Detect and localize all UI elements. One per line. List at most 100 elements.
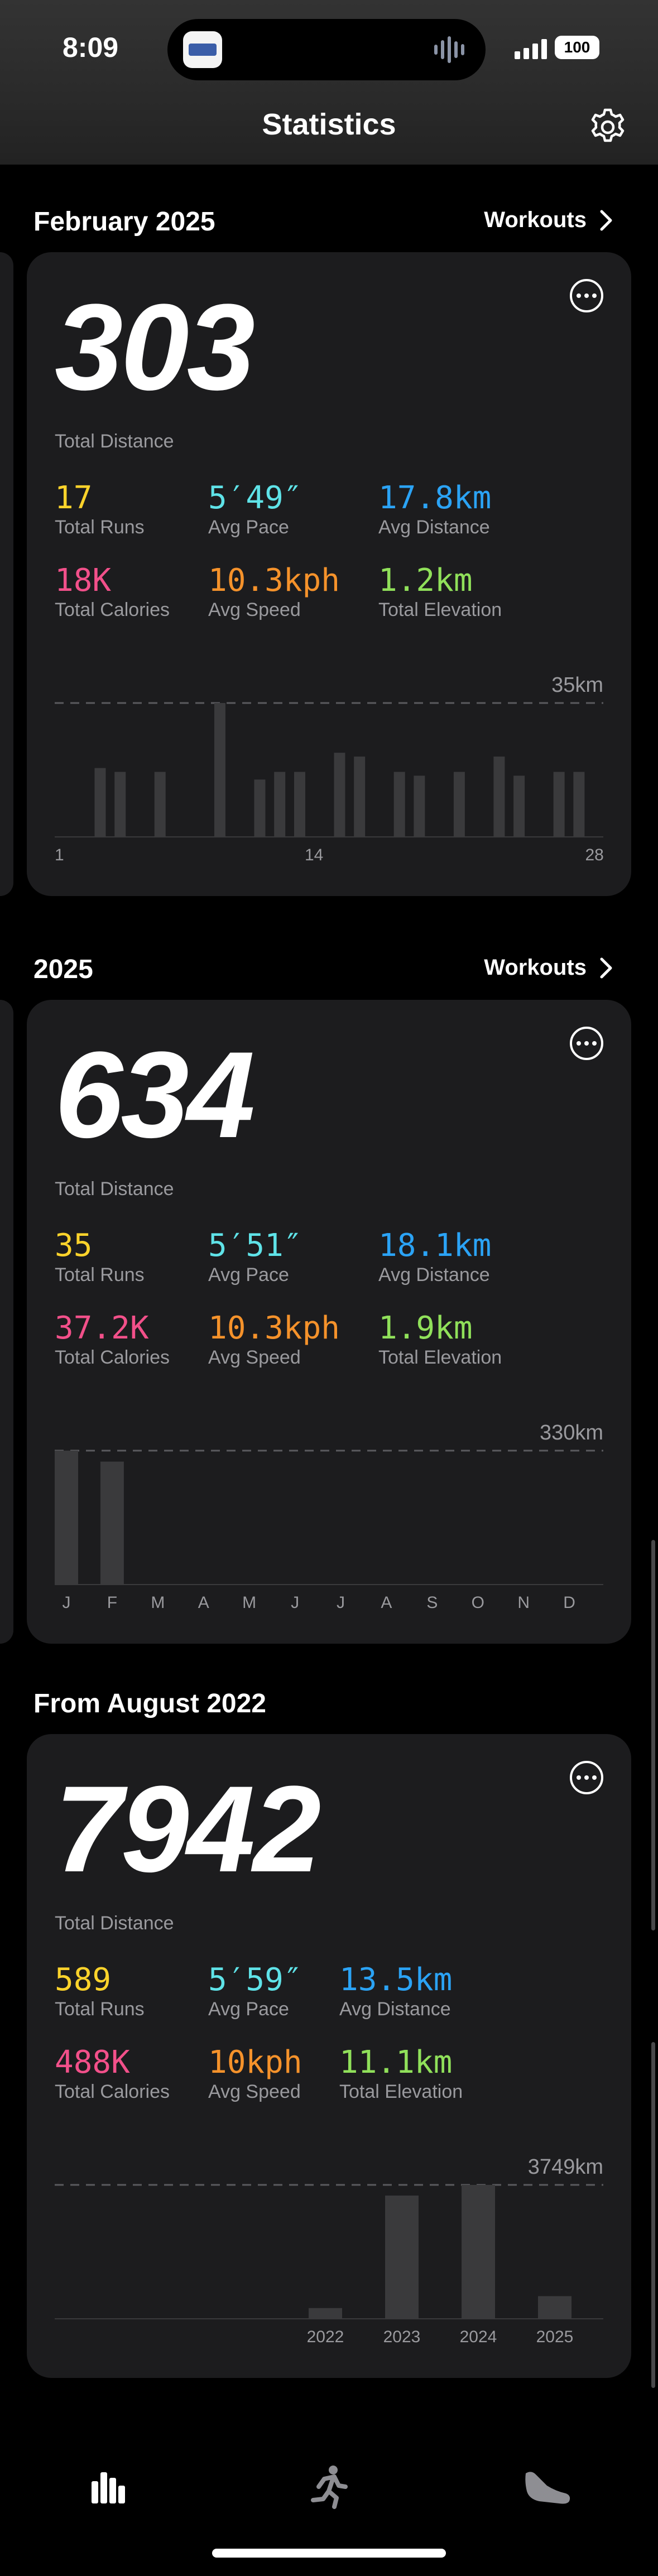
stat-value: 488K	[55, 2044, 130, 2081]
stat-total-elevation: 1.9km Total Elevation	[378, 1311, 502, 1369]
stat-avg-distance: 18.1km Avg Distance	[378, 1229, 491, 1286]
stat-label: Total Elevation	[378, 1346, 502, 1368]
total-distance-label: Total Distance	[55, 1913, 174, 1934]
more-options-icon[interactable]	[570, 279, 603, 312]
stat-total-calories: 37.2K Total Calories	[55, 1311, 170, 1369]
stat-value: 37.2K	[55, 1310, 149, 1346]
stat-avg-speed: 10.3kph Avg Speed	[208, 564, 340, 621]
chart-bar	[513, 776, 525, 837]
battery-indicator: 100	[555, 36, 599, 59]
chevron-right-icon	[600, 957, 612, 978]
chart-max-label: 35km	[551, 673, 603, 697]
stat-avg-pace: 5′59″ Avg Pace	[208, 1963, 302, 2020]
cellular-signal-icon	[515, 39, 547, 59]
stat-label: Total Runs	[55, 1264, 145, 1285]
stat-label: Avg Pace	[208, 1998, 289, 2020]
section-title-month: February 2025	[33, 207, 215, 237]
stat-value: 18.1km	[378, 1227, 492, 1264]
bar-chart-days: 35km 1 14 28	[55, 673, 604, 864]
chevron-right-icon	[600, 210, 612, 230]
chart-tick-label: A	[381, 1593, 392, 1612]
stat-total-elevation: 11.1km Total Elevation	[339, 2045, 463, 2103]
stat-label: Avg Distance	[378, 1264, 490, 1285]
chart-bar	[553, 772, 565, 837]
chart-bar	[385, 2195, 419, 2319]
chart-tick-label: A	[198, 1593, 209, 1612]
chart-bar	[493, 757, 505, 837]
stats-icon	[92, 2472, 125, 2503]
stat-label: Avg Speed	[208, 2081, 301, 2102]
chart-tick-label: S	[426, 1593, 438, 1612]
tab-workouts[interactable]	[295, 2456, 362, 2517]
stats-card-month[interactable]: 303 Total Distance 17 Total Runs 5′49″ Avg …	[27, 252, 631, 896]
stat-total-runs: 35 Total Runs	[55, 1229, 145, 1286]
total-distance-value: 7942	[55, 1760, 321, 1898]
audio-wave-icon	[434, 36, 470, 64]
chart-tick-label: J	[63, 1593, 71, 1612]
total-distance-value: 634	[55, 1026, 255, 1163]
shoe-icon	[525, 2472, 570, 2504]
chart-bar	[94, 768, 106, 837]
stat-label: Total Calories	[55, 599, 170, 620]
workouts-link-month[interactable]: Workouts	[484, 208, 613, 233]
chart-bar	[55, 1451, 78, 1585]
chart-tick-label: 14	[305, 846, 323, 864]
scroll-indicator[interactable]	[651, 1540, 655, 1930]
chart-bar	[114, 772, 126, 837]
stat-value: 17	[55, 480, 93, 516]
workouts-link-year[interactable]: Workouts	[484, 955, 613, 980]
chart-tick-label: 2023	[383, 2328, 421, 2346]
previous-card-peek[interactable]	[0, 252, 13, 896]
stat-label: Total Runs	[55, 1998, 145, 2020]
stat-label: Total Elevation	[339, 2081, 463, 2102]
chart-tick-label: O	[472, 1593, 484, 1612]
stat-value: 1.9km	[378, 1310, 473, 1346]
chart-bar	[214, 703, 225, 837]
chart-tick-label: J	[291, 1593, 299, 1612]
stat-total-calories: 488K Total Calories	[55, 2045, 170, 2103]
chart-tick-label: 2025	[536, 2328, 574, 2346]
stat-label: Total Runs	[55, 516, 145, 538]
stat-label: Avg Pace	[208, 516, 289, 538]
more-options-icon[interactable]	[570, 1761, 603, 1794]
chart-bar	[254, 779, 266, 837]
chart-max-label: 330km	[540, 1421, 603, 1445]
stat-value: 1.2km	[378, 562, 473, 599]
chart-bar	[294, 772, 305, 837]
stat-label: Avg Distance	[378, 516, 490, 538]
gear-icon[interactable]	[588, 108, 627, 147]
chart-tick-label: 28	[585, 846, 603, 864]
dynamic-island[interactable]	[167, 19, 486, 80]
stats-card-year[interactable]: 634 Total Distance 35 Total Runs 5′51″ Avg …	[27, 1000, 631, 1644]
total-distance-value: 303	[55, 278, 255, 416]
chart-bar	[462, 2185, 495, 2319]
tab-statistics[interactable]	[75, 2456, 142, 2517]
workouts-link-label: Workouts	[484, 955, 587, 980]
chart-tick-label: 2024	[460, 2328, 497, 2346]
page-title: Statistics	[262, 108, 396, 141]
stat-avg-distance: 17.8km Avg Distance	[378, 481, 491, 538]
stat-label: Avg Distance	[339, 1998, 451, 2020]
stat-label: Total Calories	[55, 2081, 170, 2102]
stats-card-all-time[interactable]: 7942 Total Distance 589 Total Runs 5′59″ Av…	[27, 1734, 631, 2378]
chart-tick-label: N	[517, 1593, 530, 1612]
stat-value: 17.8km	[378, 480, 492, 516]
section-title-all-time: From August 2022	[33, 1689, 266, 1718]
more-options-icon[interactable]	[570, 1027, 603, 1060]
stat-label: Avg Pace	[208, 1264, 289, 1285]
chart-tick-label: J	[337, 1593, 345, 1612]
stat-total-runs: 589 Total Runs	[55, 1963, 145, 2020]
stat-avg-speed: 10.3kph Avg Speed	[208, 1311, 340, 1369]
stat-value: 13.5km	[339, 1962, 453, 1998]
bar-chart-months: 330km J F M A M J J A S O N D	[55, 1421, 603, 1612]
home-indicator[interactable]	[212, 2549, 446, 2558]
chart-bar	[309, 2308, 342, 2319]
previous-card-peek[interactable]	[0, 1000, 13, 1644]
stat-value: 11.1km	[339, 2044, 453, 2081]
tab-shoes[interactable]	[514, 2456, 581, 2517]
scroll-indicator[interactable]	[651, 2042, 655, 2388]
stat-avg-distance: 13.5km Avg Distance	[339, 1963, 452, 2020]
stat-value: 10.3kph	[208, 1310, 340, 1346]
chart-bar	[414, 776, 425, 837]
stat-avg-pace: 5′51″ Avg Pace	[208, 1229, 302, 1286]
